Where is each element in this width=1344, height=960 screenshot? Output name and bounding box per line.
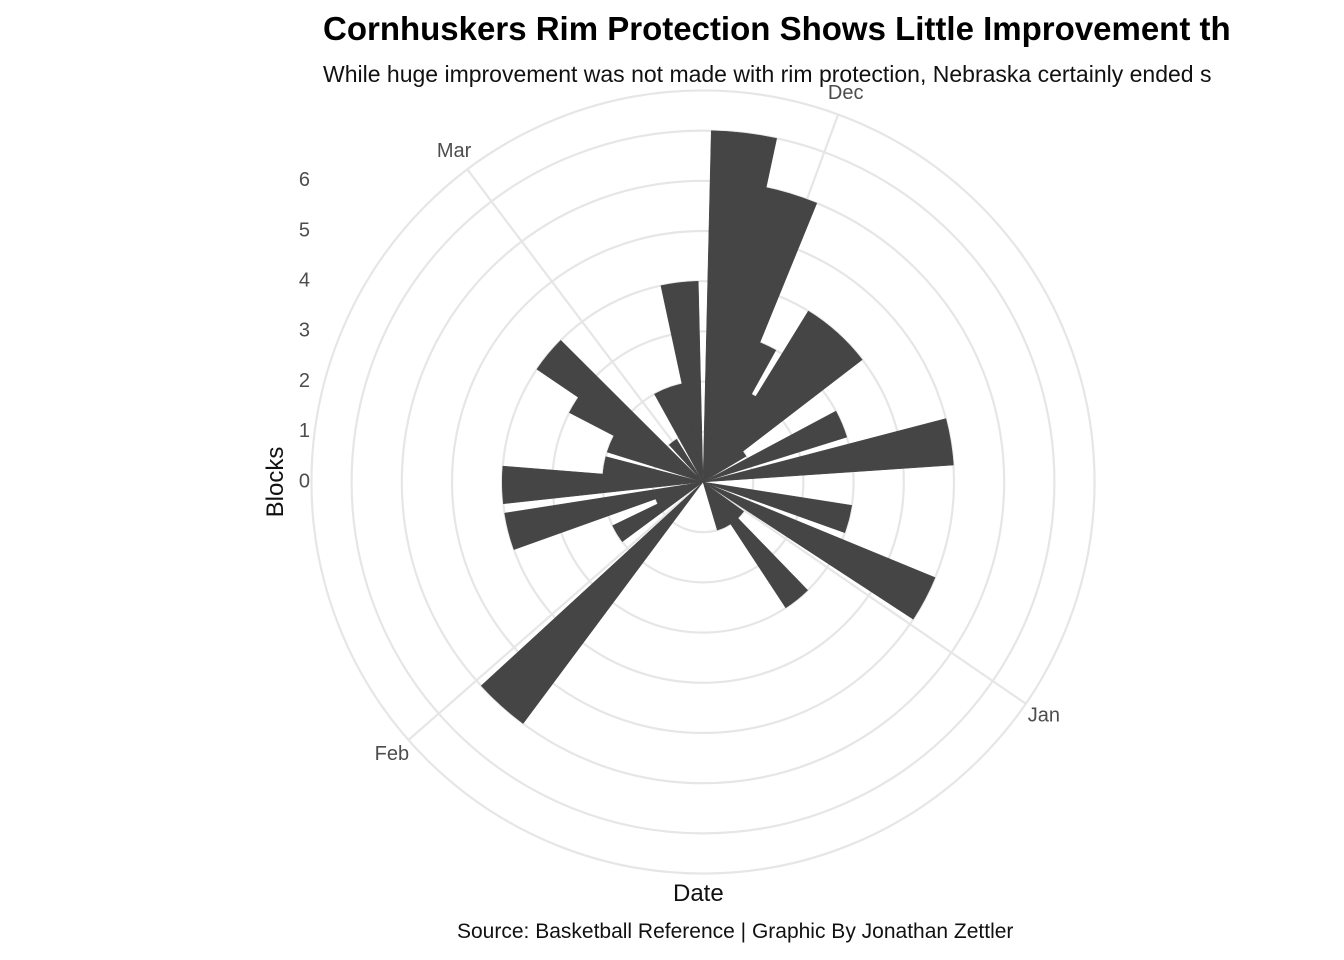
grid-spoke-jan xyxy=(702,481,1027,705)
bar xyxy=(702,448,747,483)
radial-tick-label: 6 xyxy=(299,169,310,191)
grid-circle-outer xyxy=(310,89,1096,875)
y-axis-label: Blocks xyxy=(262,446,289,518)
radial-tick-label: 2 xyxy=(299,370,310,392)
radial-tick-label: 5 xyxy=(299,219,310,241)
bar xyxy=(612,481,704,543)
bar xyxy=(702,481,936,620)
bar xyxy=(536,339,704,483)
radial-tick-label: 0 xyxy=(299,470,310,492)
grid-spoke-feb xyxy=(407,481,704,741)
bar xyxy=(668,438,704,483)
label-layer: Dec Jan Feb Mar 0 1 2 3 4 5 6 xyxy=(299,82,1060,765)
bar xyxy=(602,456,704,483)
angular-tick-label-mar: Mar xyxy=(437,140,472,162)
bar xyxy=(504,481,704,550)
x-axis-label: Date xyxy=(673,880,724,907)
grid-spoke-mar xyxy=(466,168,704,483)
grid-circle xyxy=(450,229,956,735)
chart-caption: Source: Basketball Reference | Graphic B… xyxy=(457,920,1014,943)
grid-circle xyxy=(400,179,1006,785)
chart-title: Cornhuskers Rim Protection Shows Little … xyxy=(323,10,1231,47)
bar xyxy=(702,418,954,483)
bar xyxy=(660,281,704,483)
angular-tick-label-feb: Feb xyxy=(375,743,409,765)
angular-tick-label-dec: Dec xyxy=(828,82,864,104)
bar xyxy=(702,481,809,609)
bar xyxy=(702,481,727,531)
bar-layer xyxy=(480,130,954,724)
radial-tick-label: 3 xyxy=(299,320,310,342)
radial-tick-label: 4 xyxy=(299,269,310,291)
grid-circle xyxy=(350,129,1056,835)
bar xyxy=(480,481,704,724)
chart-subtitle: While huge improvement was not made with… xyxy=(323,61,1212,87)
radial-tick-label: 1 xyxy=(299,420,310,442)
angular-tick-label-jan: Jan xyxy=(1028,704,1060,726)
bar xyxy=(702,410,848,483)
bar xyxy=(501,465,704,505)
bar xyxy=(702,331,863,483)
bar xyxy=(702,481,853,534)
